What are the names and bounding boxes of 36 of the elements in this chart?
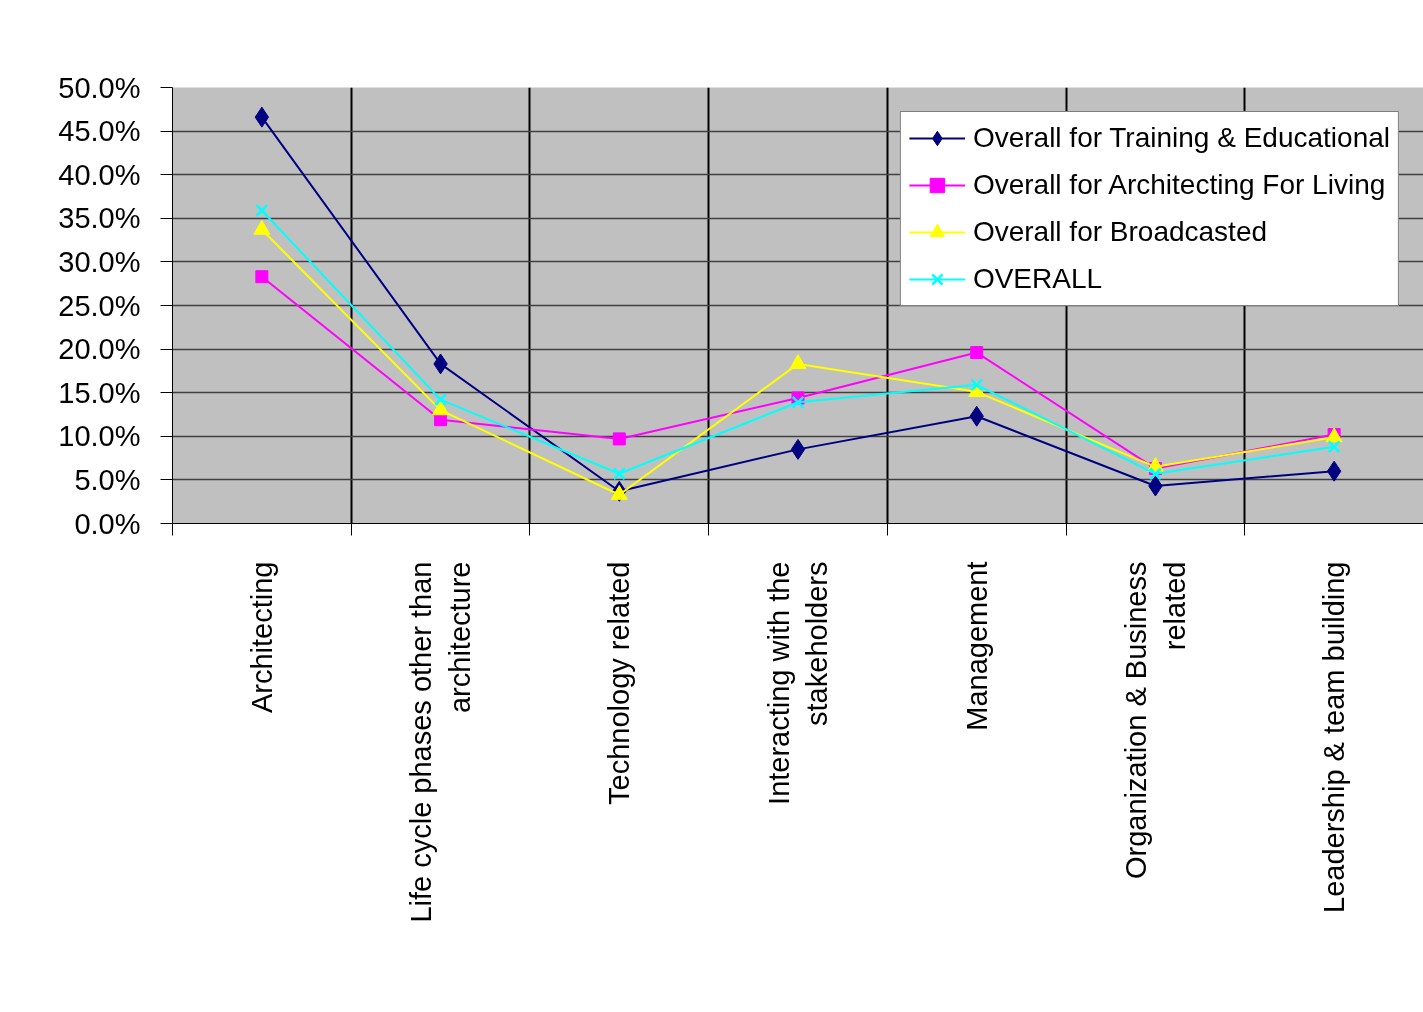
point	[1326, 460, 1342, 482]
x-tick-label: Organization & Business related	[1120, 561, 1191, 880]
legend-label: Overall for Training & Educational	[972, 121, 1390, 155]
x-tick-label: Management	[960, 561, 993, 731]
point	[254, 106, 270, 128]
point	[612, 432, 626, 446]
point	[970, 378, 984, 392]
point	[970, 346, 984, 360]
x-tick-label: Leadership & team building	[1318, 561, 1351, 913]
point	[612, 467, 626, 481]
x-tick-label: Interacting with the stakeholders	[762, 561, 834, 805]
y-tick-label: 0.0%	[74, 507, 141, 540]
y-tick-label: 45.0%	[58, 115, 141, 148]
x-tick-label: Architecting	[245, 561, 278, 714]
point	[789, 354, 807, 370]
x-tick-label: Life cycle phases other than architecture	[405, 561, 476, 923]
point	[1327, 440, 1341, 454]
y-tick-label: 15.0%	[58, 376, 141, 409]
point	[255, 203, 269, 218]
x-tick-label: Technology related	[603, 561, 636, 805]
point	[255, 270, 269, 284]
point	[791, 395, 805, 409]
y-tick-label: 35.0%	[58, 202, 141, 235]
y-tick-label: 10.0%	[58, 420, 141, 453]
y-tick-label: 5.0%	[74, 463, 141, 496]
legend-label: Overall for Architecting For Living	[972, 168, 1386, 202]
y-tick-label: 25.0%	[58, 289, 141, 322]
point	[434, 393, 448, 407]
legend-label: Overall for Broadcasted	[972, 215, 1268, 249]
point	[790, 438, 806, 460]
y-tick-label: 30.0%	[58, 245, 141, 278]
legend-label: OVERALL	[972, 262, 1103, 296]
y-tick-label: 40.0%	[58, 158, 141, 191]
y-tick-label: 50.0%	[58, 71, 141, 104]
y-tick-label: 20.0%	[58, 333, 141, 366]
point	[1148, 467, 1162, 481]
